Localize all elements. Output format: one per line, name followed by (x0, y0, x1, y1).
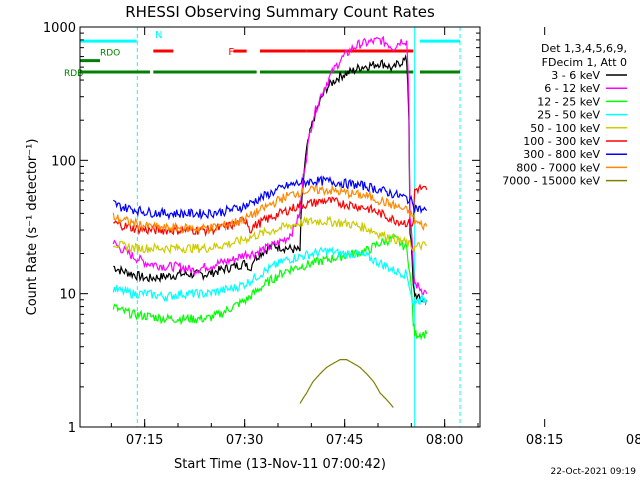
y-tick-label-3: 1000 (43, 21, 76, 36)
x-tick-label-5: 08:30 (626, 433, 640, 448)
y-tick-label-2: 100 (51, 154, 76, 169)
legend-header-line-1: Det 1,3,4,5,6,9, (541, 42, 627, 55)
chart-title: RHESSI Observing Summary Count Rates (125, 3, 435, 21)
legend-label-6: 300 - 800 keV (523, 148, 600, 161)
flag-label-f: F (228, 47, 234, 58)
series-line-3 (112, 246, 428, 308)
flag-label-rdb: RDB (64, 69, 83, 79)
y-tick-label-1: 10 (59, 288, 76, 303)
legend-label-7: 800 - 7000 keV (516, 161, 600, 174)
series-line-8 (299, 359, 394, 408)
legend-label-8: 7000 - 15000 keV (502, 175, 600, 188)
legend-header-line-2: FDecim 1, Att 0 (542, 56, 627, 69)
series-line-7 (112, 184, 428, 235)
legend-label-5: 100 - 300 keV (523, 135, 600, 148)
x-tick-label-2: 07:45 (326, 433, 363, 448)
axes: 07:15 07:30 07:45 08:00 08:15 08:30 1 10 100 1000 (43, 21, 640, 448)
series-line-1 (112, 35, 428, 296)
legend-label-2: 12 - 25 keV (537, 95, 600, 108)
x-tick-label-4: 08:15 (526, 433, 563, 448)
flag-label-rdo: RDO (100, 49, 120, 59)
x-tick-label-1: 07:30 (226, 433, 263, 448)
series-line-4 (112, 215, 427, 255)
y-axis-label: Count Rate (s⁻¹ detector⁻¹) (25, 139, 40, 316)
y-tick-label-0: 1 (68, 421, 76, 436)
x-tick-label-3: 08:00 (426, 433, 463, 448)
x-tick-label-0: 07:15 (126, 433, 163, 448)
series-line-6 (112, 175, 428, 221)
legend-label-3: 25 - 50 keV (537, 109, 600, 122)
flag-label-n: N (155, 30, 162, 41)
plot-marks: N F RDO RDB (64, 27, 461, 427)
legend-label-1: 6 - 12 keV (544, 82, 600, 95)
series-line-2 (112, 233, 428, 341)
generation-timestamp: 22-Oct-2021 09:19 (551, 467, 637, 477)
legend: Det 1,3,4,5,6,9, FDecim 1, Att 0 3 - 6 k… (502, 42, 627, 188)
legend-label-4: 50 - 100 keV (530, 122, 600, 135)
series-line-0 (113, 54, 428, 306)
x-axis-label: Start Time (13-Nov-11 07:00:42) (174, 457, 386, 472)
legend-label-0: 3 - 6 keV (551, 69, 600, 82)
plot-frame (79, 26, 481, 428)
